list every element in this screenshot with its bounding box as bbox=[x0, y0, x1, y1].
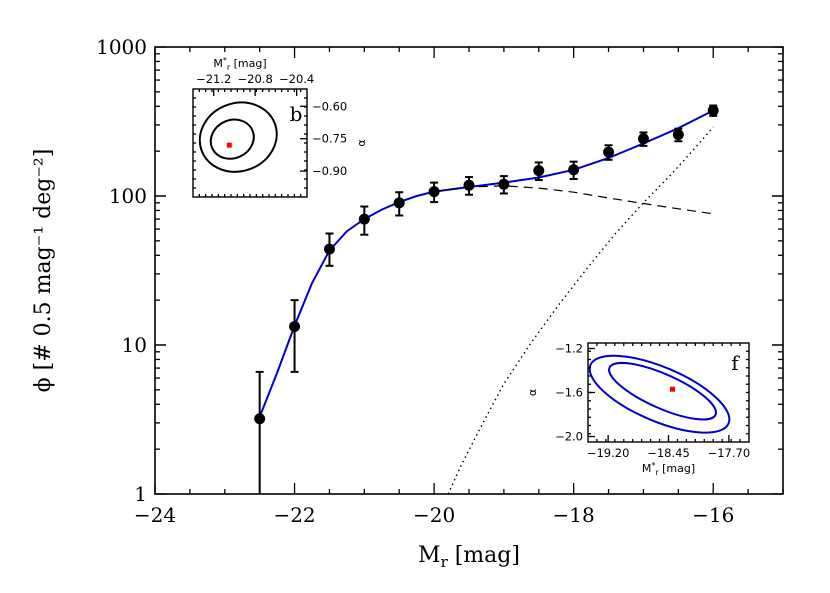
data-point bbox=[498, 178, 510, 190]
inset-f-contours bbox=[587, 342, 750, 443]
inset-x-tick-label: −18.45 bbox=[647, 446, 690, 460]
best-fit-marker bbox=[670, 386, 676, 392]
inset-y-tick-label: −2.0 bbox=[555, 430, 583, 444]
inset-x-tick-label: −19.20 bbox=[587, 446, 630, 460]
inset-b-contours bbox=[192, 88, 308, 198]
confidence-contour bbox=[209, 118, 255, 160]
data-point bbox=[428, 186, 440, 198]
inset-x-axis-label: M*r [mag] bbox=[213, 56, 266, 72]
inset-panel-label: b bbox=[290, 102, 303, 126]
data-point bbox=[637, 133, 649, 145]
data-point bbox=[463, 179, 475, 191]
main-plot: −24 −22 −20 −18 −16 1 10 100 1000 Mr [mag] ϕ [# 0.… bbox=[31, 35, 784, 571]
data-point bbox=[254, 413, 266, 425]
inset-b: −21.2 −20.8 −20.4 −0.60 −0.75 −0.90 M*r [mag] α… bbox=[193, 56, 368, 197]
inset-x-axis-label: M*r [mag] bbox=[642, 461, 695, 477]
x-tick-label: −16 bbox=[692, 503, 734, 527]
data-point bbox=[568, 164, 580, 176]
confidence-contour bbox=[198, 101, 278, 173]
data-point bbox=[323, 243, 335, 255]
inset-x-tick-label: −20.4 bbox=[279, 72, 314, 86]
x-tick-label: −22 bbox=[273, 503, 315, 527]
inset-y-tick-label: −1.6 bbox=[555, 386, 583, 400]
x-tick-label: −24 bbox=[134, 503, 176, 527]
confidence-contour bbox=[588, 354, 731, 434]
data-point bbox=[393, 197, 405, 209]
y-axis-label: ϕ [# 0.5 mag⁻¹ deg⁻²] bbox=[31, 149, 56, 393]
y-tick-label: 1 bbox=[134, 482, 147, 506]
y-tick-label: 1000 bbox=[96, 35, 147, 59]
y-tick-label: 10 bbox=[122, 333, 147, 357]
inset-x-tick-label: −17.70 bbox=[708, 446, 751, 460]
data-point bbox=[672, 129, 684, 141]
inset-y-axis-label: α bbox=[526, 389, 539, 396]
inset-x-tick-label: −21.2 bbox=[196, 72, 231, 86]
x-tick-label: −20 bbox=[413, 503, 455, 527]
y-tick-label: 100 bbox=[109, 184, 147, 208]
inset-y-axis-label: α bbox=[355, 139, 368, 146]
data-point bbox=[533, 165, 545, 177]
confidence-contour bbox=[608, 361, 717, 421]
inset-frame bbox=[192, 88, 308, 198]
inset-y-tick-label: −1.2 bbox=[555, 342, 583, 356]
inset-x-tick-label: −20.8 bbox=[238, 72, 273, 86]
series-dashed-line bbox=[434, 185, 714, 215]
best-fit-marker bbox=[226, 142, 232, 148]
inset-y-tick-label: −0.75 bbox=[312, 132, 347, 146]
x-tick-label: −18 bbox=[553, 503, 595, 527]
inset-panel-label: f bbox=[731, 351, 740, 375]
inset-y-tick-label: −0.90 bbox=[312, 164, 347, 178]
data-point bbox=[603, 146, 615, 158]
data-point bbox=[289, 321, 301, 333]
inset-f: −19.20 −18.45 −17.70 −1.2 −1.6 −2.0 M*r [mag] α… bbox=[526, 342, 750, 478]
data-point bbox=[707, 104, 719, 116]
x-axis-label: Mr [mag] bbox=[418, 543, 520, 571]
data-point bbox=[358, 213, 370, 225]
inset-y-tick-label: −0.60 bbox=[312, 99, 347, 113]
